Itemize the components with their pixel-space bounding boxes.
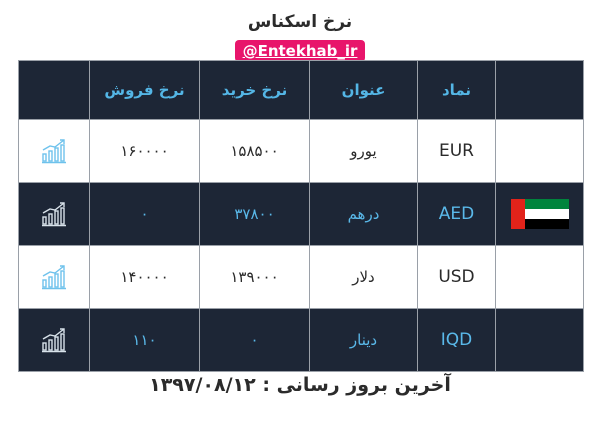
table-row[interactable]: EUR یورو ۱۵۸۵۰۰ ۱۶۰۰۰۰ <box>18 119 584 183</box>
buy-rate: ۳۷۸۰۰ <box>199 182 310 246</box>
watermark: @Entekhab_ir <box>0 40 600 62</box>
table-header-row: نماد عنوان نرخ خرید نرخ فروش <box>18 60 584 120</box>
uae-flag-icon <box>510 199 569 229</box>
sell-rate: ۰ <box>89 182 200 246</box>
buy-rate: ۱۵۸۵۰۰ <box>199 119 310 183</box>
currency-name: دینار <box>309 308 418 372</box>
table-row[interactable]: IQD دینار ۰ ۱۱۰ <box>18 308 584 372</box>
currency-name: دلار <box>309 245 418 309</box>
currency-code: EUR <box>417 119 496 183</box>
header-buy: نرخ خرید <box>199 60 310 120</box>
watermark-text: @Entekhab_ir <box>234 40 366 62</box>
table-row[interactable]: USD دلار ۱۳۹۰۰۰ ۱۴۰۰۰۰ <box>18 245 584 309</box>
sell-rate: ۱۶۰۰۰۰ <box>89 119 200 183</box>
flag-cell <box>495 119 584 183</box>
currency-name: یورو <box>309 119 418 183</box>
chart-up-icon[interactable] <box>18 119 90 183</box>
buy-rate: ۰ <box>199 308 310 372</box>
page-title: نرخ اسکناس <box>247 12 353 32</box>
table-row[interactable]: AED درهم ۳۷۸۰۰ ۰ <box>18 182 584 246</box>
header-name: عنوان <box>309 60 418 120</box>
chart-up-icon[interactable] <box>18 245 90 309</box>
currency-code: IQD <box>417 308 496 372</box>
header-chart <box>18 60 90 120</box>
header-sell: نرخ فروش <box>89 60 200 120</box>
buy-rate: ۱۳۹۰۰۰ <box>199 245 310 309</box>
sell-rate: ۱۴۰۰۰۰ <box>89 245 200 309</box>
flag-cell <box>495 182 584 246</box>
flag-cell <box>495 245 584 309</box>
currency-code: USD <box>417 245 496 309</box>
chart-up-icon[interactable] <box>18 308 90 372</box>
sell-rate: ۱۱۰ <box>89 308 200 372</box>
header-flag <box>495 60 584 120</box>
rates-table: نماد عنوان نرخ خرید نرخ فروش EUR یورو ۱۵… <box>18 60 584 372</box>
flag-cell <box>495 308 584 372</box>
chart-up-icon[interactable] <box>18 182 90 246</box>
currency-code: AED <box>417 182 496 246</box>
header-symbol: نماد <box>417 60 496 120</box>
last-updated: آخرین بروز رسانی : ۱۳۹۷/۰۸/۱۲ <box>149 374 451 396</box>
currency-name: درهم <box>309 182 418 246</box>
